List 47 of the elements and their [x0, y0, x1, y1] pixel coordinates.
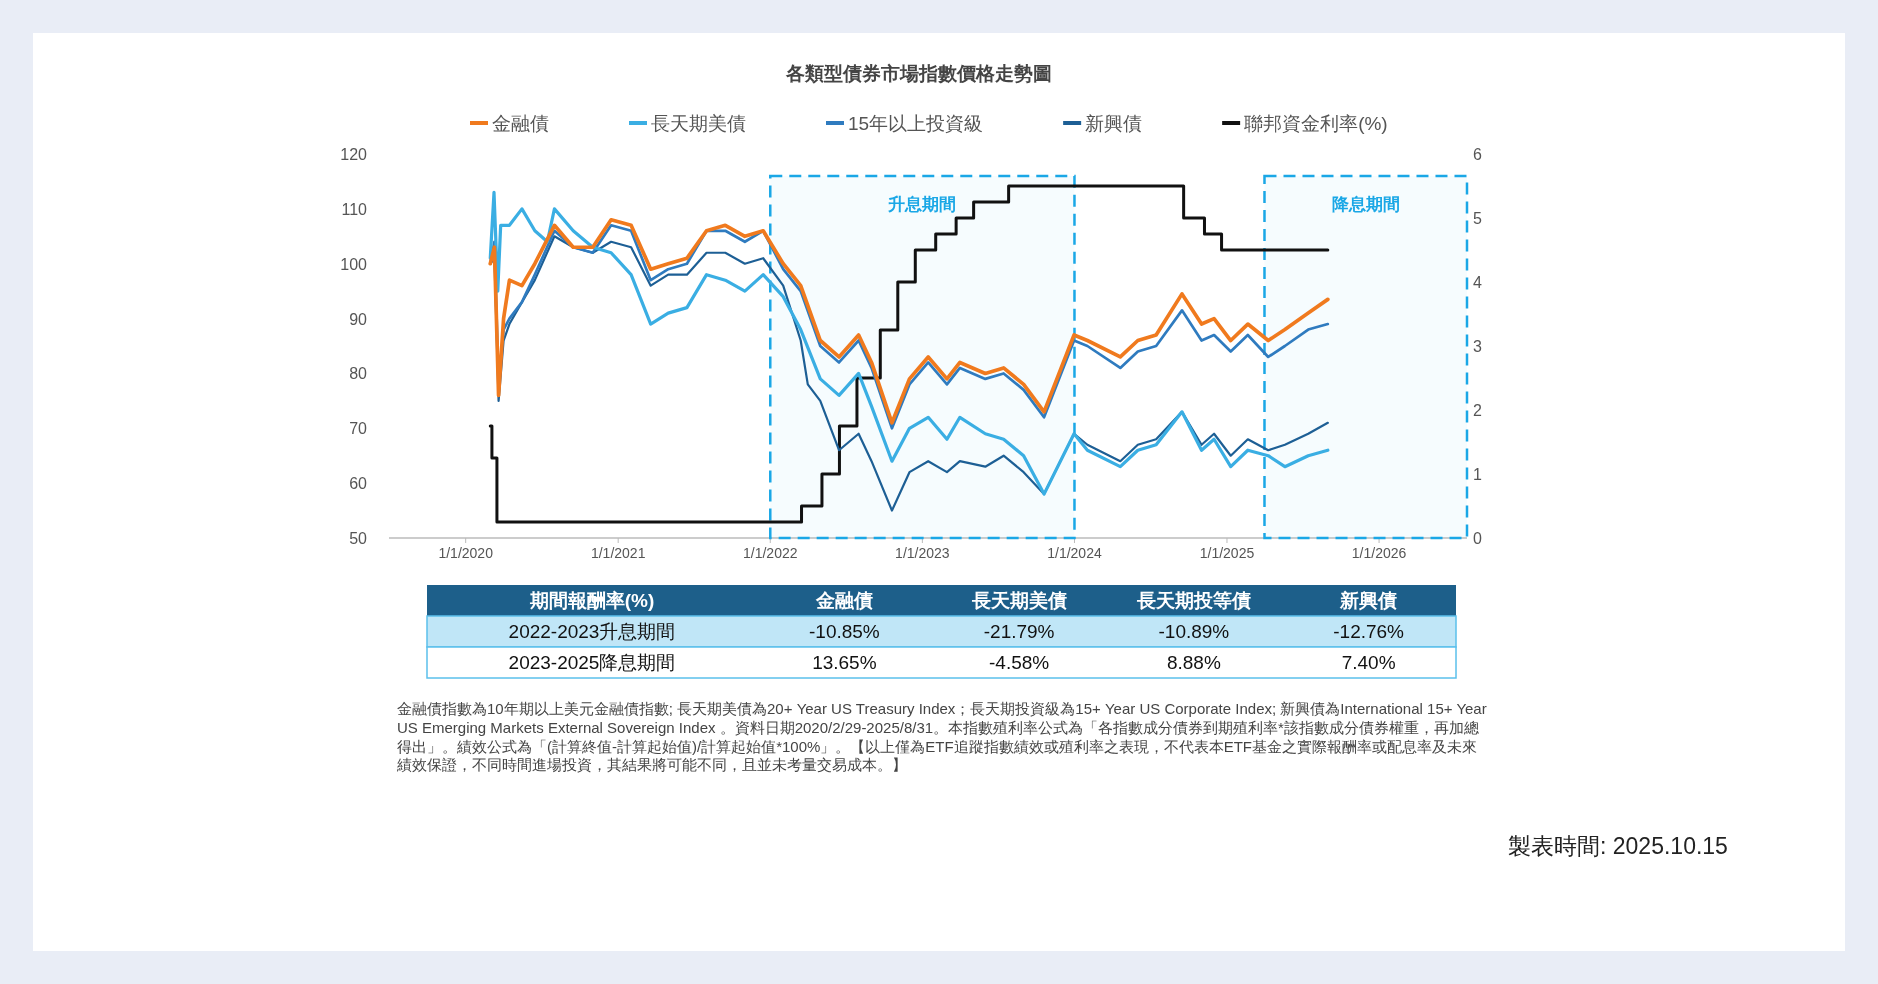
text: 製表時間: 2025.10.15 — [1508, 833, 1729, 861]
x-tick-label: 1/1/2026 — [1351, 545, 1407, 561]
x-tick-label: 1/1/2021 — [590, 545, 646, 561]
x-tick-label: 1/1/2022 — [743, 545, 798, 561]
y-tick-label: 100 — [340, 255, 368, 273]
legend-label: 新興債 — [1085, 113, 1143, 134]
series-label: 2022-2023升息期間 — [508, 621, 676, 642]
text: 期間報酬率(%) — [528, 590, 655, 611]
data-label: 13.65% — [812, 652, 877, 673]
legend-label: 聯邦資金利率(%) — [1244, 113, 1388, 134]
legend-label: 金融債 — [492, 113, 549, 134]
category-label: 長天期美債 — [970, 590, 1067, 611]
y2-tick-label: 5 — [1473, 210, 1482, 227]
x-tick-label: 1/1/2023 — [895, 545, 950, 561]
data-label: -4.58% — [989, 652, 1050, 673]
legend-label: 15年以上投資級 — [848, 113, 984, 134]
y2-tick-label: 2 — [1473, 402, 1482, 419]
y-tick-label: 90 — [349, 310, 368, 328]
legend-label: 長天期美債 — [651, 113, 746, 134]
y-tick-label: 70 — [349, 420, 368, 438]
category-label: 長天期投等債 — [1135, 590, 1251, 611]
y-tick-label: 80 — [349, 365, 368, 383]
data-label: 8.88% — [1166, 652, 1221, 673]
y2-tick-label: 3 — [1473, 338, 1482, 355]
chart-title: 各類型債券市場指數價格走勢圖 — [785, 63, 1052, 84]
y-tick-label: 110 — [341, 200, 368, 218]
y-tick-label: 120 — [340, 146, 368, 163]
y2-tick-label: 0 — [1473, 530, 1482, 547]
data-label: -10.89% — [1158, 621, 1230, 642]
y2-tick-label: 1 — [1473, 466, 1482, 483]
y2-tick-label: 6 — [1473, 146, 1482, 163]
category-label: 金融債 — [814, 590, 873, 611]
data-label: -10.85% — [808, 621, 880, 642]
series-label: 2023-2025降息期間 — [508, 652, 676, 673]
band-label: 降息期間 — [1331, 195, 1400, 214]
y-tick-label: 50 — [349, 530, 368, 547]
band-label: 升息期間 — [887, 195, 957, 214]
category-label: 新興債 — [1339, 590, 1398, 611]
x-tick-label: 1/1/2020 — [438, 545, 494, 561]
data-label: -12.76% — [1333, 621, 1405, 642]
x-tick-label: 1/1/2025 — [1199, 545, 1255, 561]
y-tick-label: 60 — [349, 475, 368, 493]
x-tick-label: 1/1/2024 — [1047, 545, 1102, 561]
y2-tick-label: 4 — [1473, 274, 1482, 291]
data-label: 7.40% — [1341, 652, 1396, 673]
data-label: -21.79% — [983, 621, 1055, 642]
text: 金融債指數為10年期以上美元金融債指數; 長天期美債為20+ Year US Treasury Index；長天期投資級為15+ Year US Corporate Index; 新興債為International 15+ Year US Emerging Markets External Sovereign Index 。資料日期2020/2/29-2025/8/31。本指數殖利率公式為「各指數成分債券到期殖利率*該指數成分債券權重，再加總得出」。績效公式為「(計算終值-計算起始值)/計算起始值*100%」。【以上僅為ETF追蹤指數績效或殖利率之表現，不代表本ETF基金之實際報酬率或配息率及未來績效保證，不同時間進場投資，其結果將可能不同，且並未考量交易成本。】 — [397, 700, 1487, 775]
